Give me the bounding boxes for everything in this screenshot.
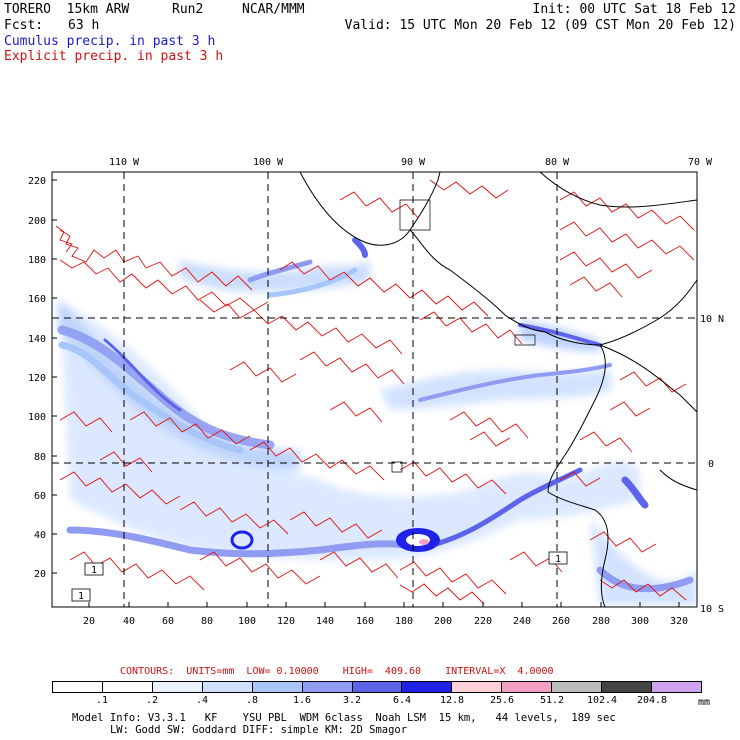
- legend-label: .1: [95, 695, 109, 706]
- x-tick-100: 100: [238, 616, 256, 627]
- y-tick-40: 40: [34, 530, 46, 541]
- y-tick-200: 200: [28, 216, 46, 227]
- x-tick-260: 260: [552, 616, 570, 627]
- run-label: Run2: [172, 2, 204, 17]
- legend-swatch: [402, 682, 453, 692]
- legend-swatch: [452, 682, 503, 692]
- x-tick-280: 280: [592, 616, 610, 627]
- x-tick-20: 20: [83, 616, 95, 627]
- legend-swatch: [552, 682, 603, 692]
- x-tick-240: 240: [513, 616, 531, 627]
- x-tick-300: 300: [631, 616, 649, 627]
- x-tick-200: 200: [434, 616, 452, 627]
- x-tick-80: 80: [201, 616, 213, 627]
- valid-time: Valid: 15 UTC Mon 20 Feb 12 (09 CST Mon …: [344, 18, 736, 33]
- legend-label: 102.4: [586, 695, 618, 706]
- legend-label: .2: [145, 695, 159, 706]
- y-tick-140: 140: [28, 334, 46, 345]
- model-info-line2: LW: Godd SW: Goddard DIFF: simple KM: 2D…: [109, 724, 408, 736]
- x-tick-40: 40: [123, 616, 135, 627]
- y-tick-120: 120: [28, 373, 46, 384]
- legend-label: 204.8: [636, 695, 668, 706]
- legend-label: 3.2: [342, 695, 362, 706]
- y-tick-180: 180: [28, 255, 46, 266]
- contour-high: HIGH= 409.60: [342, 666, 422, 677]
- precip-core: [230, 528, 440, 552]
- lon-label-100w: 100 W: [253, 157, 284, 168]
- fcst-value: 63 h: [68, 18, 100, 33]
- contour-interval: INTERVAL=X 4.0000: [445, 666, 554, 677]
- map-frame: [51, 171, 698, 608]
- lon-label-80w: 80 W: [545, 157, 570, 168]
- legend-label: 12.8: [439, 695, 465, 706]
- y-tick-80: 80: [34, 452, 46, 463]
- lat-label-0: 0: [708, 459, 714, 470]
- legend-swatch: [602, 682, 653, 692]
- legend-unit: mm: [698, 697, 711, 708]
- y-tick-220: 220: [28, 176, 46, 187]
- x-tick-220: 220: [474, 616, 492, 627]
- y-tick-60: 60: [34, 491, 46, 502]
- contour-box-labels: 1 1 1: [71, 551, 568, 602]
- legend-swatch: [302, 682, 353, 692]
- x-tick-320: 320: [670, 616, 688, 627]
- field-explicit-label: Explicit precip. in past 3 h: [4, 49, 224, 64]
- box-label-3: 1: [555, 554, 561, 565]
- lon-label-90w: 90 W: [401, 157, 426, 168]
- legend-swatch: [652, 682, 701, 692]
- x-tick-140: 140: [316, 616, 334, 627]
- legend-colorbar: [52, 681, 702, 693]
- legend-label: 1.6: [292, 695, 312, 706]
- box-label-2: 1: [78, 591, 84, 602]
- y-tick-labels: 220 200 180 160 140 120 100 80 60 40 20: [28, 176, 46, 580]
- legend-swatch: [102, 682, 153, 692]
- x-tick-120: 120: [277, 616, 295, 627]
- legend-swatch: [252, 682, 303, 692]
- lon-label-110w: 110 W: [109, 157, 140, 168]
- box-label-1: 1: [91, 565, 97, 576]
- legend-swatch: [152, 682, 203, 692]
- fcst-label: Fcst:: [4, 18, 44, 33]
- contour-units: CONTOURS: UNITS=mm LOW= 0.10000: [120, 666, 319, 677]
- lat-label-10s: 10 S: [700, 604, 724, 615]
- legend-swatch: [53, 682, 103, 692]
- legend-label: 25.6: [489, 695, 515, 706]
- coastline: [299, 172, 697, 607]
- y-tick-100: 100: [28, 412, 46, 423]
- lon-label-70w: 70 W: [688, 157, 713, 168]
- x-tick-labels: 20 40 60 80 100 120 140 160 180 200 220 …: [83, 616, 688, 627]
- precip-map: 110 W 100 W 90 W 80 W 70 W 10 N 0 10 S 2…: [28, 157, 724, 627]
- contour-info: CONTOURS: UNITS=mm LOW= 0.10000 HIGH= 40…: [120, 666, 554, 677]
- legend-label: .4: [195, 695, 209, 706]
- legend-swatch: [202, 682, 253, 692]
- legend-swatch: [502, 682, 553, 692]
- x-tick-60: 60: [162, 616, 174, 627]
- legend-label: 51.2: [539, 695, 565, 706]
- model-info: Model Info: V3.3.1 KF YSU PBL WDM 6class…: [72, 712, 616, 736]
- legend-swatch: [352, 682, 403, 692]
- legend-label: .8: [245, 695, 259, 706]
- model-info-line1: Model Info: V3.3.1 KF YSU PBL WDM 6class…: [72, 712, 616, 724]
- axis-ticks: [52, 179, 680, 607]
- legend-labels: .1 .2 .4 .8 1.6 3.2 6.4 12.8 25.6 51.2 102.4 204.8: [52, 695, 702, 707]
- y-tick-20: 20: [34, 569, 46, 580]
- latlon-grid: [52, 172, 697, 607]
- explicit-precip-contours: [55, 179, 695, 605]
- model-title: TORERO 15km ARW: [4, 2, 130, 17]
- lat-label-10n: 10 N: [700, 314, 724, 325]
- legend-label: 6.4: [392, 695, 412, 706]
- init-time: Init: 00 UTC Sat 18 Feb 12: [532, 2, 737, 17]
- x-tick-180: 180: [395, 616, 413, 627]
- x-tick-160: 160: [356, 616, 374, 627]
- org-label: NCAR/MMM: [242, 2, 305, 17]
- y-tick-160: 160: [28, 294, 46, 305]
- field-cumulus-label: Cumulus precip. in past 3 h: [4, 34, 216, 49]
